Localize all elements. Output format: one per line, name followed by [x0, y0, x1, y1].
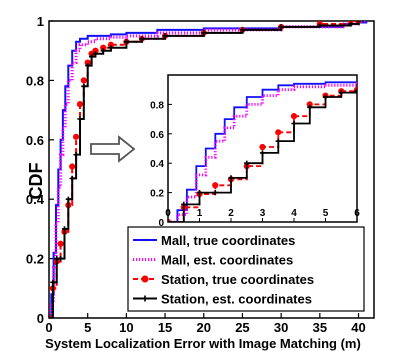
- inset-x-axis-ticks: 0 1 2 3 4 5 6: [165, 208, 360, 222]
- station-true-marker: [290, 113, 298, 120]
- inset-x-tick-label: 0: [165, 208, 171, 219]
- main-series-lines: [49, 21, 368, 318]
- station-true-marker: [212, 182, 219, 189]
- inset-series-lines: [168, 81, 357, 222]
- station-true-marker: [57, 240, 64, 247]
- inset-x-tick-label: 4: [291, 208, 297, 219]
- main-y-axis-ticks: 0 0.2 0.4 0.6 0.8 1: [26, 14, 54, 326]
- x-tick-label: 40: [351, 320, 365, 335]
- y-axis-label: CDF: [26, 163, 46, 200]
- station-est-marker: [181, 201, 187, 207]
- station-est-marker: [196, 190, 203, 196]
- station-est-marker: [65, 196, 71, 202]
- y-tick-label: 0.4: [26, 192, 45, 207]
- station-est-marker: [307, 104, 313, 110]
- inset-x-tick-label: 2: [228, 208, 234, 219]
- station-est-marker: [278, 24, 284, 30]
- legend-label: Mall, true coordinates: [161, 233, 295, 248]
- main-x-axis-ticks: 0 5 10 15 20 25 30 35 40: [45, 313, 366, 335]
- legend-label: Mall, est. coordinates: [161, 253, 293, 268]
- station-est-marker: [239, 27, 246, 33]
- station-est-marker: [317, 22, 323, 29]
- station-true-marker: [259, 143, 266, 151]
- station-est-marker: [58, 256, 64, 262]
- legend-entry-1: Mall, est. coordinates: [133, 253, 293, 268]
- station-true-marker: [141, 275, 149, 283]
- legend-entry-2: Station, true coordinates: [133, 272, 314, 287]
- x-tick-label: 25: [235, 320, 249, 335]
- inset-x-tick-label: 1: [197, 208, 203, 219]
- x-tick-label: 15: [158, 320, 172, 335]
- station-est-marker: [81, 83, 87, 89]
- x-tick-label: 10: [119, 320, 133, 335]
- station-est-marker: [88, 54, 95, 60]
- inset-y-tick-label: 0: [158, 218, 164, 229]
- station-true-marker: [76, 101, 84, 108]
- station-est-marker: [291, 120, 297, 127]
- legend-entry-3: Station, est. coordinates: [133, 292, 312, 307]
- series-line-0: [168, 81, 357, 222]
- station-est-marker: [142, 295, 148, 302]
- station-true-marker: [80, 77, 87, 84]
- station-est-marker: [228, 175, 234, 181]
- inset-x-tick-label: 3: [260, 208, 266, 219]
- inset-y-tick-label: 0.4: [150, 159, 164, 170]
- y-tick-label: 1: [37, 14, 44, 29]
- x-tick-label: 20: [197, 320, 211, 335]
- station-est-marker: [100, 48, 106, 54]
- station-est-marker: [201, 30, 207, 36]
- station-est-marker: [123, 39, 129, 45]
- inset-x-tick-label: 6: [354, 208, 360, 219]
- station-est-marker: [348, 21, 354, 27]
- station-est-marker: [259, 150, 266, 156]
- station-est-marker: [354, 88, 357, 94]
- station-est-marker: [338, 90, 344, 96]
- y-tick-label: 0.2: [26, 252, 44, 267]
- station-est-marker: [50, 279, 56, 285]
- inset-y-tick-label: 0.6: [150, 130, 164, 141]
- y-tick-label: 0.6: [26, 133, 44, 148]
- legend: Mall, true coordinates Mall, est. coordin…: [127, 226, 365, 312]
- legend-box: [127, 226, 365, 312]
- series-line-3: [168, 90, 357, 222]
- station-est-marker: [322, 94, 329, 100]
- legend-label: Station, true coordinates: [161, 272, 314, 287]
- x-tick-label: 30: [274, 320, 288, 335]
- x-tick-label: 35: [313, 320, 327, 335]
- x-tick-label: 5: [84, 320, 91, 335]
- legend-label: Station, est. coordinates: [161, 292, 312, 307]
- station-est-marker: [61, 226, 68, 232]
- y-tick-label: 0: [37, 311, 44, 326]
- station-true-marker: [72, 133, 80, 140]
- x-axis-label: System Localization Error with Image Mat…: [45, 336, 361, 351]
- station-est-marker: [85, 62, 91, 69]
- inset-y-tick-label: 0.2: [150, 189, 164, 200]
- inset-y-tick-label: 0.8: [150, 100, 164, 111]
- y-tick-label: 0.8: [26, 73, 44, 88]
- station-est-marker: [355, 21, 362, 24]
- station-est-marker: [139, 36, 145, 42]
- station-est-marker: [73, 152, 79, 158]
- station-est-marker: [77, 116, 83, 122]
- station-est-marker: [212, 190, 218, 196]
- station-true-marker: [275, 129, 282, 136]
- station-est-marker: [69, 175, 75, 182]
- legend-entry-0: Mall, true coordinates: [133, 233, 295, 248]
- station-est-marker: [92, 51, 99, 57]
- station-est-marker: [162, 33, 168, 39]
- station-est-marker: [275, 138, 281, 144]
- x-tick-label: 0: [45, 320, 52, 335]
- station-est-marker: [108, 45, 114, 51]
- zoom-arrow: [90, 135, 136, 163]
- station-est-marker: [244, 160, 250, 166]
- station-true-marker: [69, 163, 76, 170]
- inset-x-tick-label: 5: [323, 208, 329, 219]
